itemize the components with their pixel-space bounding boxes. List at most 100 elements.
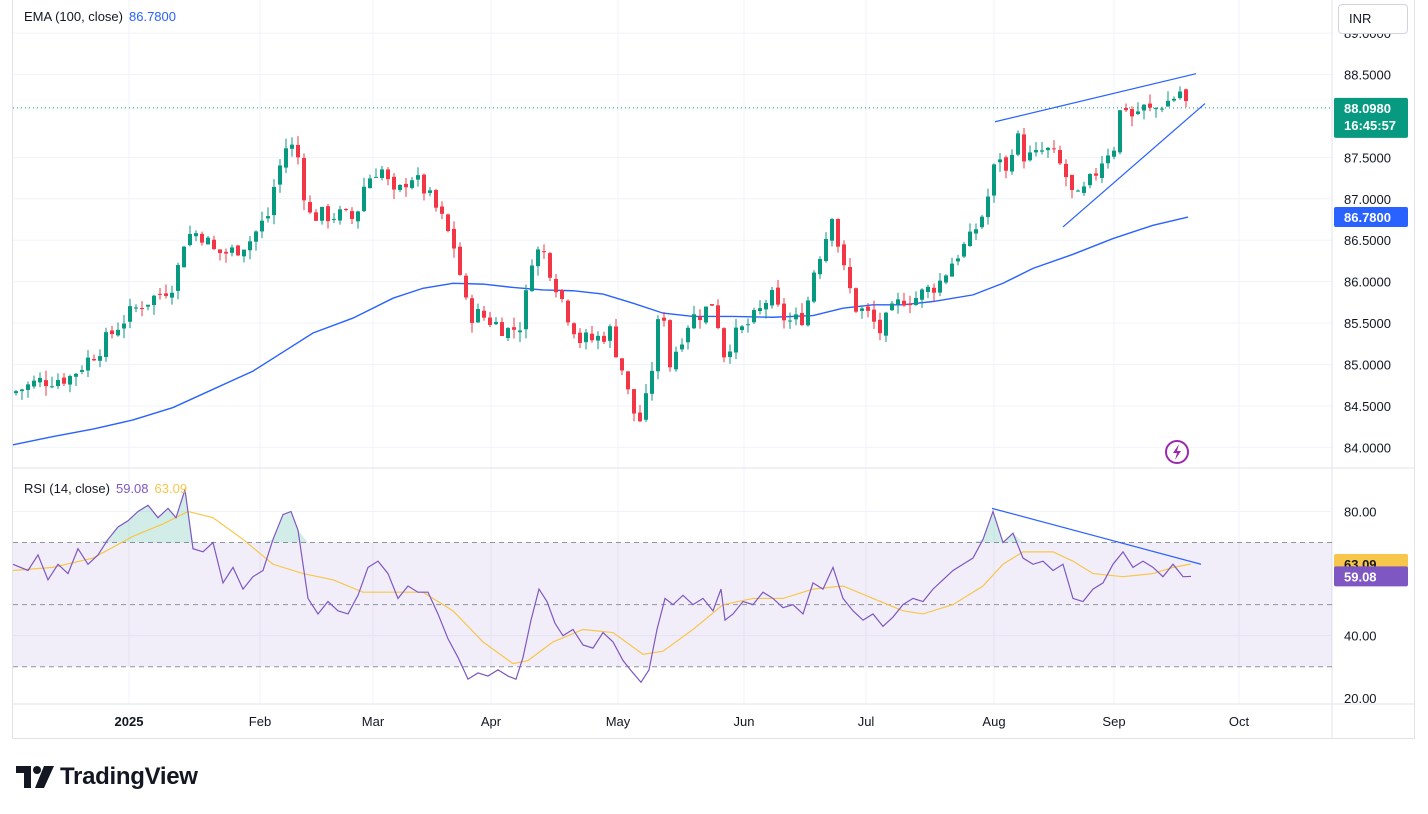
candle-body bbox=[1178, 91, 1182, 99]
time-tick-label: Mar bbox=[362, 714, 385, 729]
candle bbox=[854, 287, 858, 313]
candle-body bbox=[908, 303, 912, 306]
lower-trendline bbox=[1062, 103, 1206, 228]
candle-body bbox=[638, 412, 642, 422]
candle-body bbox=[1028, 152, 1032, 161]
candle-body bbox=[704, 306, 708, 323]
candle-body bbox=[1022, 134, 1026, 162]
candle bbox=[92, 354, 96, 362]
candle bbox=[1118, 109, 1122, 155]
candle bbox=[944, 274, 948, 285]
ema-legend[interactable]: EMA (100, close) 86.7800 bbox=[24, 9, 176, 24]
candle bbox=[116, 322, 120, 337]
candle-body bbox=[248, 241, 252, 251]
candle bbox=[656, 315, 660, 380]
candle bbox=[368, 174, 372, 189]
candle bbox=[74, 372, 78, 386]
candle bbox=[338, 205, 342, 225]
candle-body bbox=[44, 380, 48, 387]
tradingview-logo[interactable]: TradingView bbox=[16, 762, 198, 792]
candle-body bbox=[806, 300, 810, 326]
candle-body bbox=[92, 358, 96, 361]
candle bbox=[1142, 104, 1146, 120]
candle-body bbox=[224, 251, 228, 254]
candle bbox=[20, 388, 24, 400]
candle-body bbox=[326, 206, 330, 222]
candle bbox=[764, 299, 768, 319]
candle-body bbox=[884, 312, 888, 336]
candle bbox=[506, 327, 510, 342]
candle-body bbox=[506, 328, 510, 339]
candle-body bbox=[62, 377, 66, 384]
candle-body bbox=[416, 175, 420, 180]
candle bbox=[1004, 155, 1008, 179]
candle bbox=[146, 304, 150, 311]
candle-body bbox=[728, 351, 732, 358]
candle-body bbox=[746, 324, 750, 326]
candle-body bbox=[74, 373, 78, 377]
candle bbox=[428, 187, 432, 197]
rsi-ma-polyline bbox=[12, 510, 1192, 665]
candle bbox=[650, 361, 654, 401]
candle bbox=[602, 331, 606, 345]
candle bbox=[326, 203, 330, 229]
candle-body bbox=[86, 357, 90, 371]
candle bbox=[62, 373, 66, 387]
rsi-tick-label: 40.00 bbox=[1344, 629, 1377, 644]
ema-line bbox=[12, 216, 1189, 446]
candle-body bbox=[824, 238, 828, 262]
candle-body bbox=[110, 330, 114, 335]
candle-body bbox=[524, 290, 528, 330]
candle bbox=[398, 184, 402, 193]
candle bbox=[614, 318, 618, 358]
candle bbox=[776, 280, 780, 307]
candle-body bbox=[152, 295, 156, 306]
ema-legend-value: 86.7800 bbox=[129, 9, 176, 24]
candle-body bbox=[782, 303, 786, 321]
candle bbox=[374, 168, 378, 178]
candle bbox=[182, 245, 186, 268]
candle bbox=[950, 257, 954, 277]
candle bbox=[1070, 174, 1074, 199]
candle bbox=[86, 350, 90, 378]
candle-body bbox=[140, 308, 144, 310]
candle bbox=[974, 223, 978, 240]
candle bbox=[98, 349, 102, 368]
price-tick-label: 85.5000 bbox=[1344, 316, 1391, 331]
candle-body bbox=[380, 169, 384, 178]
candle bbox=[314, 209, 318, 222]
candle bbox=[278, 159, 282, 193]
candle-body bbox=[968, 231, 972, 247]
candle bbox=[38, 372, 42, 388]
currency-selector[interactable]: INR bbox=[1338, 4, 1408, 34]
candle-body bbox=[68, 376, 72, 385]
candle bbox=[572, 322, 576, 339]
candle-body bbox=[662, 317, 666, 321]
lightning-icon[interactable] bbox=[1165, 440, 1189, 464]
candle bbox=[632, 388, 636, 422]
candle bbox=[452, 221, 456, 258]
candle bbox=[818, 256, 822, 280]
candle bbox=[710, 303, 714, 306]
candle-body bbox=[962, 243, 966, 257]
candle-body bbox=[866, 306, 870, 311]
candle-body bbox=[344, 209, 348, 211]
candle-body bbox=[716, 305, 720, 329]
candle-body bbox=[974, 229, 978, 234]
candle-body bbox=[26, 384, 30, 390]
candle-body bbox=[668, 320, 672, 368]
price-tick-label: 84.0000 bbox=[1344, 440, 1391, 455]
rsi-legend[interactable]: RSI (14, close) 59.08 63.09 bbox=[24, 481, 187, 496]
rsi-trendline bbox=[991, 507, 1202, 565]
candle-body bbox=[302, 157, 306, 201]
candle bbox=[158, 288, 162, 300]
candle-body bbox=[332, 218, 336, 220]
candle-body bbox=[146, 304, 150, 307]
candle-body bbox=[392, 176, 396, 190]
rsi-tick-label: 20.00 bbox=[1344, 691, 1377, 706]
candle bbox=[836, 218, 840, 253]
candle bbox=[698, 309, 702, 329]
candle-body bbox=[182, 246, 186, 268]
trendlines[interactable] bbox=[13, 73, 1332, 565]
